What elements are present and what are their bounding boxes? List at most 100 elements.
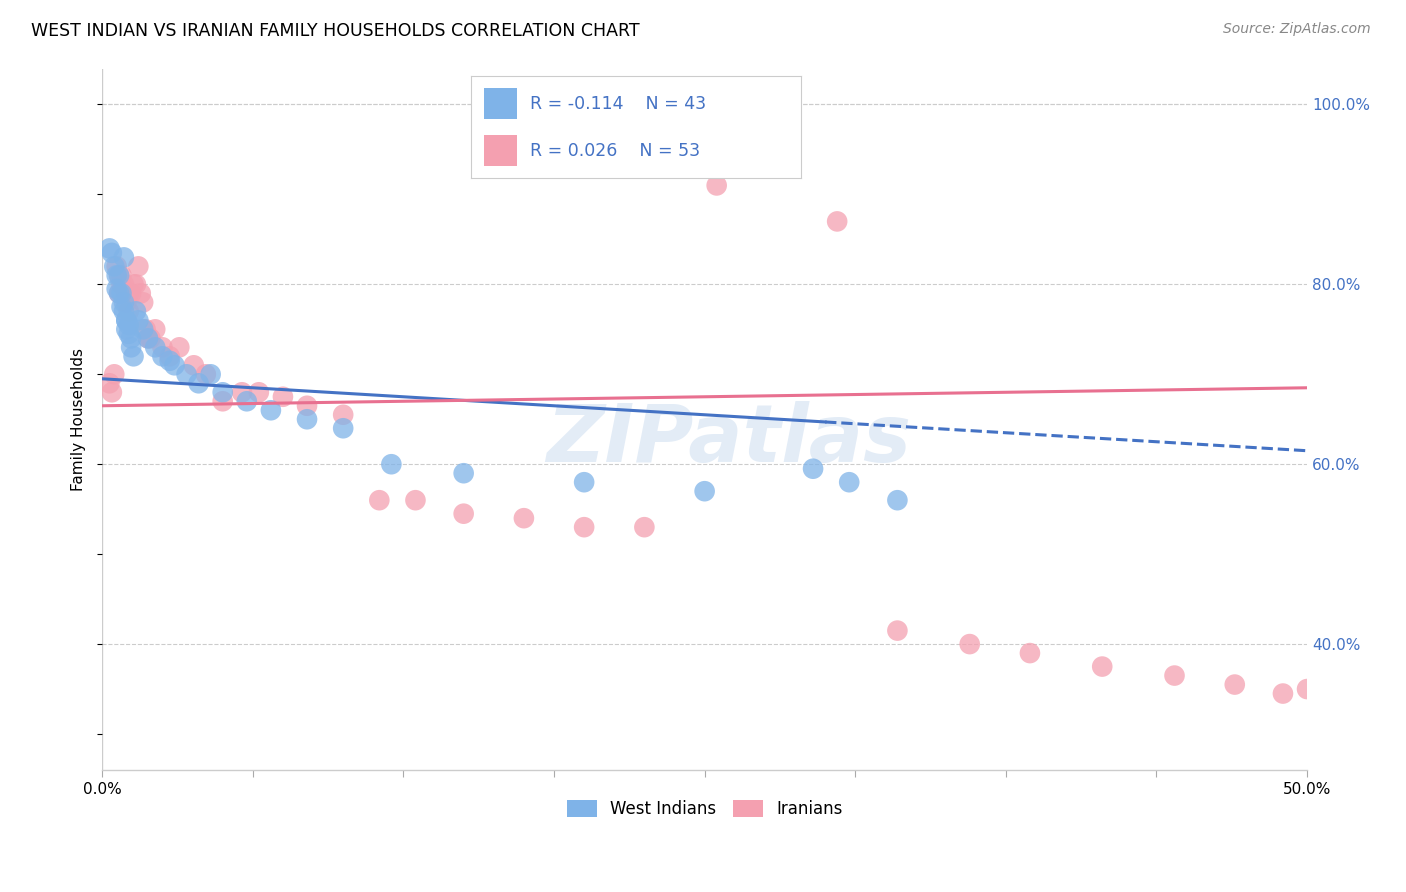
Point (959, 637, 981, 651)
Point (200, 368, 222, 382)
Point (368, 493, 391, 508)
Point (115, 313, 138, 327)
Point (115, 286, 138, 301)
Point (112, 251, 135, 265)
Point (825, 214, 848, 228)
Point (115, 295, 138, 310)
Point (136, 331, 159, 345)
Point (187, 376, 209, 391)
Point (105, 282, 128, 296)
Point (108, 268, 131, 283)
Point (125, 304, 148, 318)
Point (159, 353, 181, 368)
Point (169, 340, 191, 354)
Point (98, 241, 121, 255)
Point (163, 359, 186, 373)
Point (103, 368, 125, 382)
Point (108, 286, 131, 301)
Point (127, 260, 149, 274)
Point (572, 475, 595, 490)
Point (143, 322, 166, 336)
Point (801, 461, 824, 475)
Point (572, 520, 595, 534)
Point (260, 403, 283, 417)
Point (211, 385, 233, 400)
Point (404, 493, 426, 508)
Point (295, 412, 318, 426)
Point (766, 133, 789, 147)
Point (127, 313, 149, 327)
FancyBboxPatch shape (484, 136, 517, 166)
Point (120, 286, 142, 301)
Point (1368, 736, 1391, 750)
FancyBboxPatch shape (484, 88, 517, 119)
Point (380, 457, 402, 471)
Point (838, 475, 860, 490)
Point (110, 286, 132, 301)
Point (453, 467, 475, 481)
Point (108, 286, 131, 301)
Point (98, 376, 121, 391)
Point (1163, 668, 1185, 682)
Point (136, 331, 159, 345)
Point (1271, 687, 1294, 701)
Point (132, 322, 155, 336)
Point (183, 359, 205, 373)
Point (693, 484, 716, 499)
Point (118, 286, 141, 301)
Text: Source: ZipAtlas.com: Source: ZipAtlas.com (1223, 22, 1371, 37)
Point (194, 368, 217, 382)
Point (1091, 659, 1114, 673)
Point (886, 624, 908, 638)
Point (159, 349, 181, 363)
Point (332, 408, 354, 422)
Point (118, 304, 141, 318)
Point (118, 318, 141, 332)
Point (453, 507, 475, 521)
Point (110, 268, 132, 283)
Point (236, 394, 259, 409)
Point (122, 277, 145, 292)
Point (112, 295, 135, 310)
Point (112, 304, 135, 318)
Point (706, 178, 728, 193)
Point (513, 511, 536, 525)
Point (271, 390, 294, 404)
Point (101, 246, 124, 260)
Point (125, 277, 148, 292)
Legend: West Indians, Iranians: West Indians, Iranians (560, 793, 849, 825)
Point (120, 331, 142, 345)
Point (110, 300, 132, 314)
Point (886, 493, 908, 508)
Point (211, 394, 233, 409)
Point (152, 349, 174, 363)
Point (108, 268, 131, 283)
Point (122, 349, 145, 363)
Point (118, 326, 141, 341)
Point (132, 295, 155, 310)
Point (633, 520, 655, 534)
Y-axis label: Family Households: Family Households (72, 348, 86, 491)
Point (139, 331, 162, 345)
Point (112, 277, 135, 292)
Text: R = 0.026    N = 53: R = 0.026 N = 53 (530, 142, 700, 160)
Point (1331, 691, 1354, 706)
Point (176, 368, 198, 382)
Point (1296, 681, 1319, 696)
Point (332, 421, 354, 435)
Point (103, 260, 125, 274)
Point (152, 340, 174, 354)
Point (120, 340, 142, 354)
Text: ZIPatlas: ZIPatlas (546, 401, 911, 479)
Point (135, 322, 157, 336)
Point (1019, 646, 1042, 660)
Point (110, 277, 132, 292)
Point (295, 399, 318, 413)
Text: R = -0.114    N = 43: R = -0.114 N = 43 (530, 95, 707, 112)
Point (101, 385, 124, 400)
Point (105, 260, 128, 274)
Point (231, 385, 253, 400)
Point (1223, 677, 1246, 691)
Point (105, 268, 128, 283)
Point (129, 286, 152, 301)
